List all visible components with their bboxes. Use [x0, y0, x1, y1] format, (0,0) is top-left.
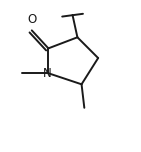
- Text: N: N: [43, 67, 52, 80]
- Text: O: O: [27, 13, 36, 26]
